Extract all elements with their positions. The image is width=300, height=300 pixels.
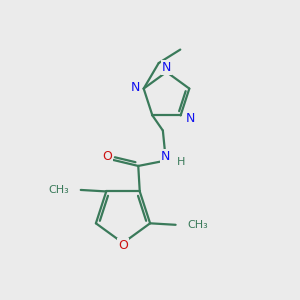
- Text: N: N: [186, 112, 195, 125]
- Text: N: N: [131, 81, 140, 94]
- Text: CH₃: CH₃: [187, 220, 208, 230]
- Text: O: O: [118, 239, 128, 252]
- Text: N: N: [162, 61, 171, 74]
- Text: CH₃: CH₃: [49, 185, 69, 195]
- Text: H: H: [177, 157, 186, 167]
- Text: O: O: [102, 150, 112, 163]
- Text: N: N: [161, 150, 170, 164]
